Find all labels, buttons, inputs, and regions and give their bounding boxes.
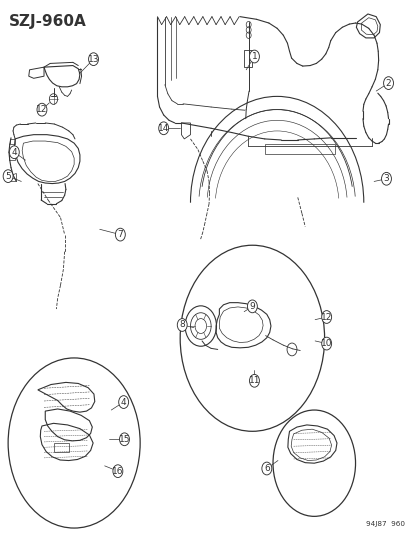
Circle shape [249, 374, 259, 387]
Circle shape [177, 319, 187, 332]
Text: 4: 4 [12, 148, 17, 157]
Circle shape [383, 77, 392, 90]
Text: 4: 4 [121, 398, 126, 407]
Text: 16: 16 [112, 467, 123, 475]
Circle shape [261, 462, 271, 475]
Text: 10: 10 [320, 339, 332, 348]
Text: 94J87  960: 94J87 960 [365, 521, 404, 527]
Circle shape [119, 433, 129, 446]
Text: 12: 12 [36, 105, 47, 114]
Circle shape [113, 465, 123, 478]
Circle shape [3, 169, 13, 182]
Text: 1: 1 [251, 52, 257, 61]
Text: 13: 13 [88, 55, 99, 63]
Circle shape [119, 395, 128, 408]
Circle shape [37, 103, 47, 116]
Text: 14: 14 [158, 124, 169, 133]
Circle shape [115, 228, 125, 241]
Circle shape [321, 311, 331, 324]
Text: 9: 9 [249, 302, 255, 311]
Circle shape [9, 146, 19, 159]
Circle shape [381, 172, 391, 185]
Circle shape [321, 337, 331, 350]
Text: SZJ-960A: SZJ-960A [9, 14, 86, 29]
Circle shape [247, 300, 257, 313]
Circle shape [249, 50, 259, 63]
Text: 11: 11 [248, 376, 260, 385]
Circle shape [158, 122, 168, 135]
Text: 12: 12 [320, 312, 332, 321]
Text: 2: 2 [385, 78, 390, 87]
Text: 15: 15 [119, 435, 130, 444]
Text: 7: 7 [117, 230, 123, 239]
Text: 5: 5 [5, 172, 11, 181]
Text: 3: 3 [383, 174, 388, 183]
Text: 8: 8 [179, 320, 185, 329]
Circle shape [88, 53, 98, 66]
Text: 6: 6 [263, 464, 269, 473]
